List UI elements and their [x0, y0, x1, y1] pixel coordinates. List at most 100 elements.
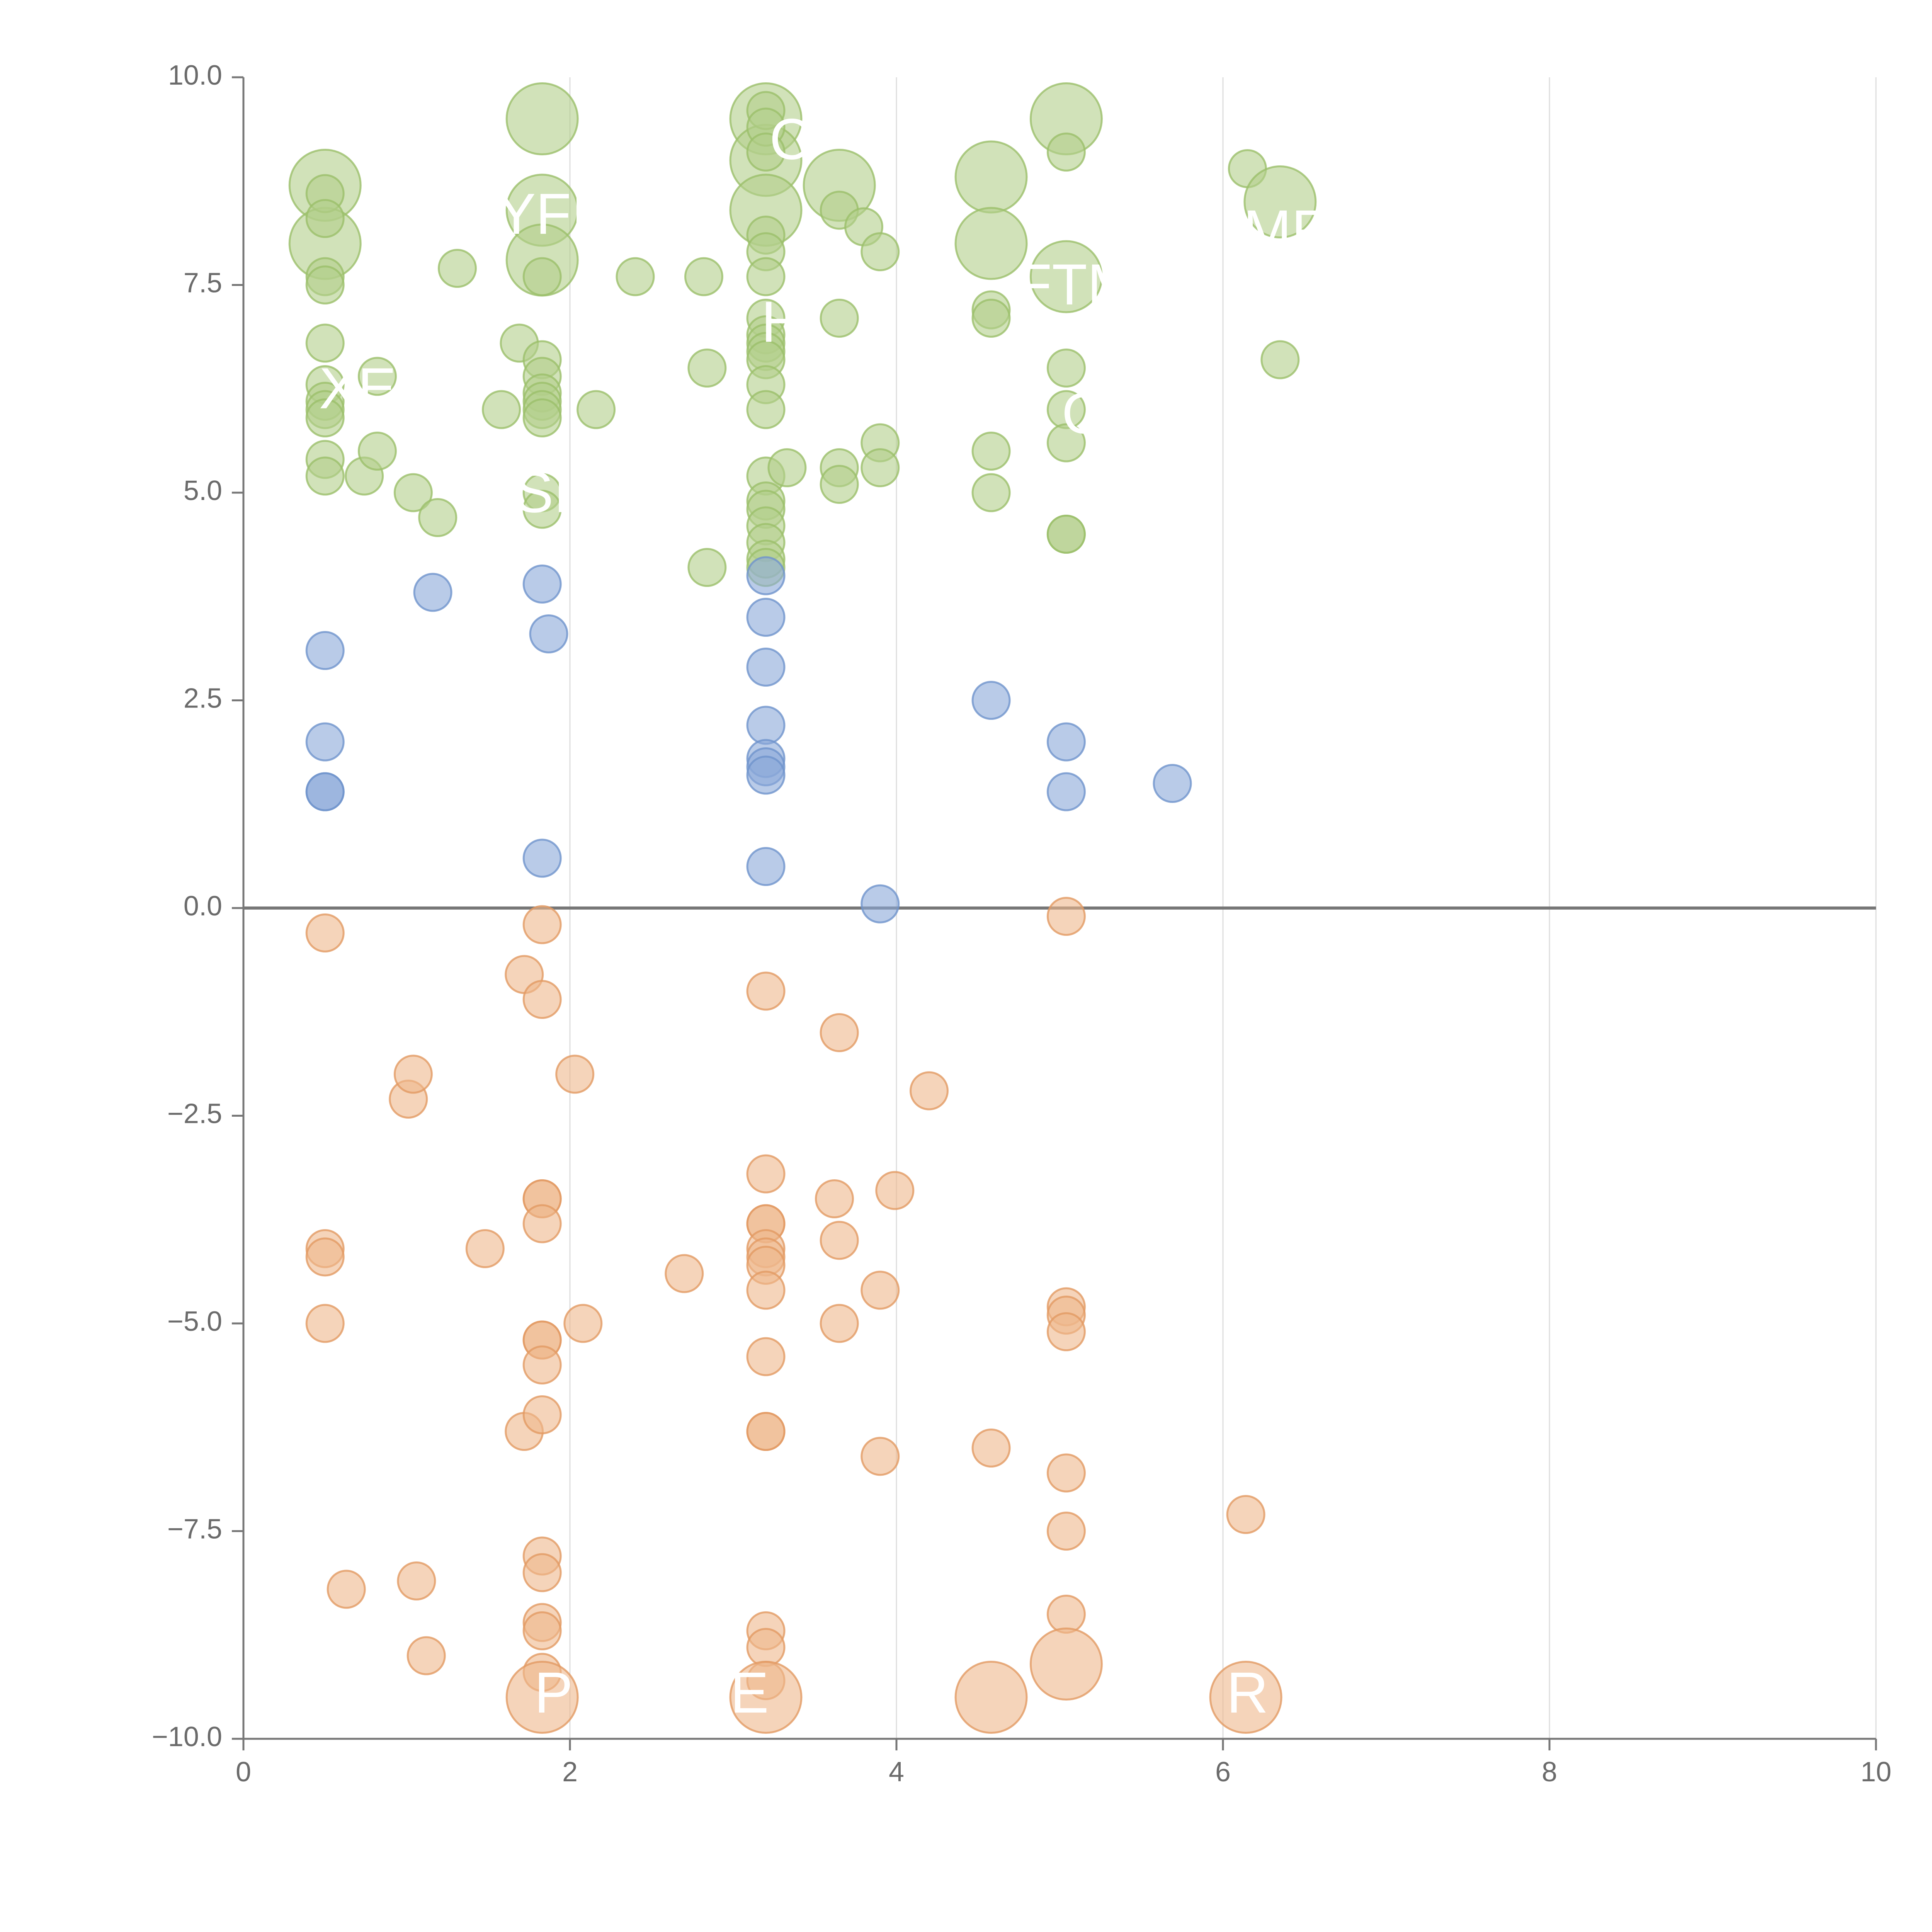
data-point-low: [820, 1013, 859, 1052]
data-point-low: [1226, 1495, 1265, 1534]
data-point-high: [305, 265, 345, 304]
data-point-low: [820, 1304, 859, 1343]
data-point-low: [746, 1270, 786, 1310]
x-tick-label: 6: [1215, 1757, 1231, 1787]
data-point-high: [418, 498, 457, 537]
data-point-high: [1029, 240, 1103, 313]
data-point-low: [522, 980, 562, 1019]
data-point-low: [555, 1054, 595, 1094]
x-tick-label: 8: [1542, 1757, 1557, 1787]
data-point-low: [1046, 897, 1086, 936]
data-point-mid: [971, 681, 1011, 720]
data-point-high: [820, 299, 859, 338]
data-point-low: [746, 971, 786, 1011]
data-point-low: [327, 1570, 366, 1609]
data-point-low: [305, 913, 345, 952]
data-point-low: [1209, 1661, 1282, 1734]
data-point-low: [1046, 1453, 1086, 1493]
data-point-mid: [746, 847, 786, 886]
data-point-high: [1046, 423, 1086, 463]
data-point-mid: [746, 755, 786, 795]
data-point-low: [522, 1204, 562, 1243]
data-point-low: [746, 1412, 786, 1451]
data-point-mid: [746, 556, 786, 595]
data-point-low: [465, 1229, 505, 1268]
data-point-high: [482, 390, 521, 429]
data-point-low: [875, 1171, 915, 1210]
data-point-high: [522, 398, 562, 437]
x-tick-label: 10: [1861, 1757, 1891, 1787]
point-label: P: [534, 1660, 573, 1725]
data-point-high: [954, 140, 1028, 214]
y-axis-ticks: 10.0 7.5 5.0 2.5 0.0 −2.5 −5.0 −7.5 −10.0: [152, 60, 243, 1752]
data-point-low: [305, 1237, 345, 1277]
point-label: YFI: [497, 181, 587, 246]
y-tick-label: −7.5: [167, 1514, 222, 1545]
data-point-mid: [746, 598, 786, 637]
y-tick-label: 10.0: [168, 60, 222, 91]
data-point-low: [505, 1661, 579, 1734]
data-point-high: [746, 133, 786, 172]
data-point-high: [767, 448, 807, 487]
data-point-mid: [1153, 764, 1192, 803]
data-point-high: [393, 473, 433, 512]
data-point-mid: [746, 648, 786, 687]
data-point-high: [861, 448, 900, 487]
x-tick-label: 0: [236, 1757, 251, 1787]
data-point-low: [397, 1561, 436, 1600]
data-point-low: [1046, 1595, 1086, 1634]
data-point-high: [971, 299, 1011, 338]
point-label: SI: [515, 459, 570, 524]
data-point-low: [665, 1254, 704, 1293]
data-point-mid: [305, 772, 345, 811]
y-tick-label: −2.5: [167, 1099, 222, 1129]
y-tick-label: −5.0: [167, 1306, 222, 1337]
data-point-low: [861, 1437, 900, 1476]
data-point-high: [305, 398, 345, 437]
data-point-high: [505, 82, 579, 155]
data-point-high: [746, 257, 786, 296]
point-label: R: [1226, 1660, 1268, 1725]
y-tick-label: 5.0: [184, 475, 222, 506]
data-point-low: [522, 1611, 562, 1650]
data-point-low: [305, 1304, 345, 1343]
data-point-high: [522, 490, 562, 529]
data-point-high: [1243, 165, 1317, 238]
data-point-low: [522, 905, 562, 944]
data-point-mid: [1046, 772, 1086, 811]
data-point-high: [1046, 349, 1086, 388]
data-point-low: [954, 1661, 1028, 1734]
data-point-high: [954, 207, 1028, 280]
data-point-low: [522, 1345, 562, 1384]
data-point-high: [1046, 515, 1086, 554]
data-point-low: [1046, 1312, 1086, 1351]
data-point-low: [746, 1337, 786, 1376]
point-label: MR: [1243, 198, 1333, 263]
point-label: XE: [319, 356, 396, 421]
data-point-low: [746, 1154, 786, 1194]
data-point-mid: [522, 565, 562, 604]
data-point-high: [746, 390, 786, 429]
data-point-low: [1029, 1628, 1103, 1701]
data-point-high: [1046, 133, 1086, 172]
data-point-high: [684, 257, 723, 296]
data-point-high: [522, 257, 562, 296]
point-label: H: [761, 289, 803, 354]
data-point-low: [522, 1553, 562, 1592]
data-point-high: [820, 465, 859, 504]
data-point-low: [1046, 1512, 1086, 1551]
data-point-mid: [861, 884, 900, 923]
data-point-high: [971, 473, 1011, 512]
data-point-low: [861, 1270, 900, 1310]
point-label: G: [1062, 381, 1107, 446]
data-point-low: [393, 1054, 433, 1094]
data-point-high: [971, 432, 1011, 471]
y-tick-label: −10.0: [152, 1721, 222, 1752]
data-point-low: [522, 1395, 562, 1434]
point-label: E: [730, 1660, 769, 1725]
data-point-high: [1260, 340, 1300, 379]
data-point-high: [687, 349, 727, 388]
data-point-high: [357, 357, 397, 396]
y-tick-label: 7.5: [184, 268, 222, 299]
data-point-high: [616, 257, 655, 296]
